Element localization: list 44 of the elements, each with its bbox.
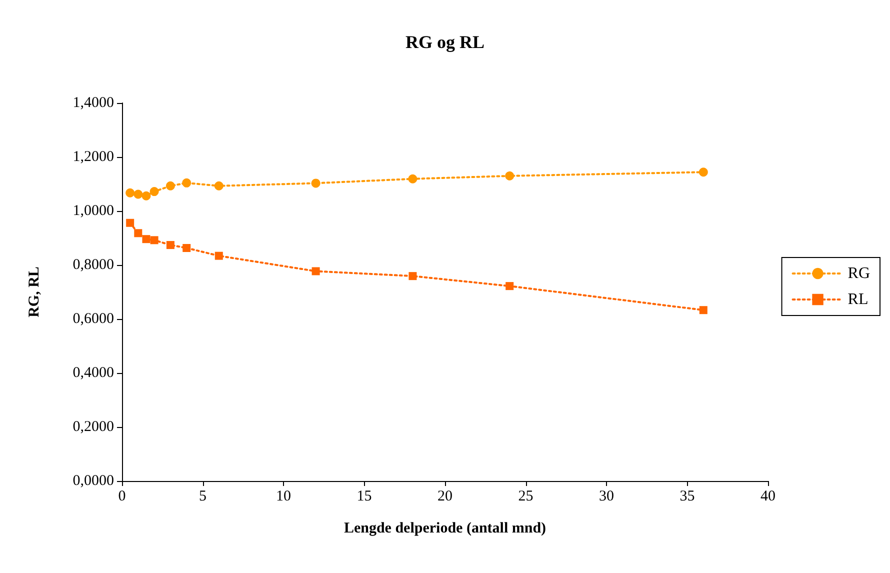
y-axis-title: RG, RL (26, 266, 42, 318)
point (150, 236, 158, 244)
point (150, 187, 159, 196)
legend-label: RL (848, 291, 868, 308)
point (166, 181, 175, 190)
point (699, 306, 708, 314)
point (182, 244, 191, 252)
x-tick-label: 25 (518, 488, 534, 504)
x-tick-label: 40 (760, 488, 776, 504)
y-tick-label: 1,0000 (72, 203, 114, 219)
point (142, 191, 151, 200)
point (505, 171, 514, 180)
point (506, 282, 514, 290)
y-tick-label: 0,2000 (72, 419, 114, 435)
point (214, 252, 223, 260)
x-tick-label: 20 (438, 488, 452, 504)
point (312, 267, 320, 276)
point (214, 181, 224, 190)
point (166, 241, 174, 250)
x-tick-label: 15 (356, 488, 372, 504)
y-tick-label: 0,0000 (72, 473, 114, 489)
point (698, 168, 708, 177)
x-tick-label: 35 (680, 488, 695, 504)
y-tick-label: 1,2000 (72, 149, 114, 165)
point (126, 188, 135, 198)
x-tick-label: 5 (199, 488, 206, 504)
y-tick-label: 0,8000 (72, 257, 114, 273)
x-axis-title: Lengde delperiode (antall mnd) (344, 520, 546, 536)
point (134, 229, 142, 238)
point (311, 178, 320, 188)
chart-title: RG og RL (405, 32, 485, 52)
point (134, 190, 143, 199)
point (182, 178, 192, 188)
y-tick-label: 0,4000 (72, 365, 114, 381)
x-tick-label: 30 (599, 488, 614, 504)
x-tick-label: 0 (118, 488, 126, 504)
x-tick-label: 10 (276, 488, 291, 504)
legend-label: RG (848, 265, 870, 282)
point (142, 235, 150, 244)
y-tick-label: 0,6000 (72, 311, 114, 327)
point (408, 272, 417, 280)
point (126, 218, 134, 227)
y-tick-label: 1,4000 (72, 95, 114, 111)
point (408, 174, 418, 184)
